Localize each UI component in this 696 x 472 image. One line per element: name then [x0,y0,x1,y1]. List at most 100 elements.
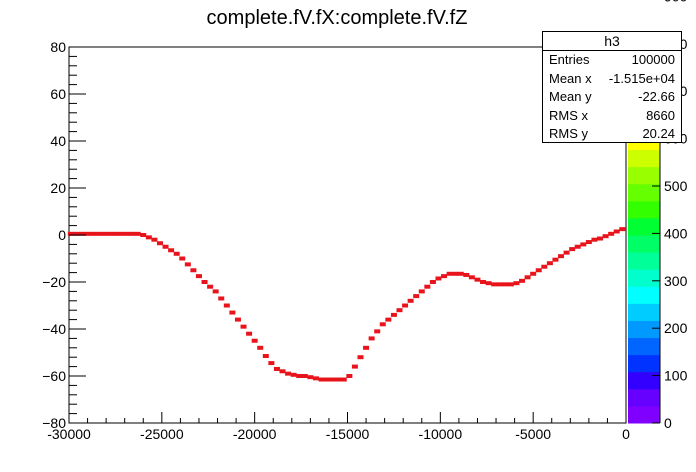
data-point [580,242,587,247]
data-point [229,310,236,315]
palette-swatch [628,303,660,321]
palette-swatch [628,217,660,236]
stats-row-mean-x: Mean x -1.515e+04 [543,70,681,89]
palette-swatch [628,354,660,373]
data-point [285,371,292,376]
data-point [78,231,85,236]
data-point [190,268,197,273]
data-point [552,257,559,262]
data-point [335,377,342,382]
data-point [468,275,475,280]
y-tick-label: −80 [42,415,66,431]
palette-swatch [628,388,660,407]
stats-label: RMS y [549,126,588,141]
data-point [262,354,269,359]
palette-swatch [628,166,660,185]
data-point [491,282,498,287]
data-point [385,317,392,322]
data-point [541,264,548,269]
y-axis: −80 −60 −40 −20 0 20 40 60 80 [42,39,86,431]
data-point [452,271,459,276]
data-point [296,374,303,378]
palette-swatch [628,200,660,219]
data-point [257,345,264,350]
data-point [602,234,609,239]
data-point [195,274,202,279]
data-point [201,280,208,284]
data-point [502,282,509,287]
data-point [246,331,253,336]
data-point [546,261,553,266]
x-tick-label: 0 [622,426,630,442]
data-point [429,280,436,284]
stats-row-rms-x: RMS x 8660 [543,107,681,126]
x-tick-label: -25000 [140,426,184,442]
stats-row-mean-y: Mean y -22.66 [543,88,681,107]
data-point [368,336,375,341]
stats-value: 100000 [631,52,675,67]
data-point [424,284,431,289]
palette-swatch [628,252,660,270]
data-point [374,329,381,334]
stats-label: Entries [549,52,590,67]
data-point [463,272,470,277]
data-point [212,289,219,294]
data-point [346,374,353,378]
data-point [413,294,420,299]
data-point [613,229,620,234]
data-point [329,377,336,382]
stats-label: RMS x [549,107,588,123]
data-point [574,244,581,249]
data-point [513,281,520,286]
stats-row-entries: Entries 100000 [543,51,681,70]
data-point [530,271,537,276]
data-point [507,282,514,287]
data-point [207,284,214,289]
data-point [101,231,108,236]
data-point [106,231,113,236]
data-point [396,308,403,313]
data-point [418,289,425,294]
x-tick-label: -10000 [419,426,463,442]
data-point [379,322,386,327]
y-tick-label: 40 [50,133,66,149]
data-point [84,231,91,236]
data-point [480,280,487,284]
y-tick-label: 80 [50,39,66,55]
palette-tick-label: 100 [664,368,688,384]
data-point [524,275,531,280]
data-point [307,375,314,380]
data-point [95,231,102,236]
data-point [608,231,615,236]
data-point [474,277,481,282]
data-point [535,268,542,273]
data-point [496,282,503,287]
x-axis: -30000 -25000 -20000 -15000 -10000 -5000 0 [47,412,630,442]
stats-value: 8660 [646,107,675,123]
data-point [619,227,626,232]
data-point [112,231,119,236]
palette-swatch [628,183,660,202]
data-point [73,231,80,236]
data-points [67,227,626,382]
y-tick-label: 0 [58,227,66,243]
data-point [162,244,169,249]
y-tick-label: 60 [50,86,66,102]
data-point [441,274,448,279]
data-point [290,372,297,377]
palette-tick-label: 300 [664,273,688,289]
data-point [340,377,347,382]
data-point [251,338,258,343]
data-point [446,271,453,276]
data-point [151,237,158,242]
data-point [140,233,147,237]
palette-swatch [628,286,660,304]
x-tick-label: -15000 [326,426,370,442]
data-point [156,241,163,246]
data-point [363,345,370,350]
data-point [312,376,319,381]
data-point [184,262,191,267]
data-point [123,231,130,236]
data-point [234,317,241,322]
chart-title: complete.fV.fX:complete.fV.fZ [207,7,468,29]
